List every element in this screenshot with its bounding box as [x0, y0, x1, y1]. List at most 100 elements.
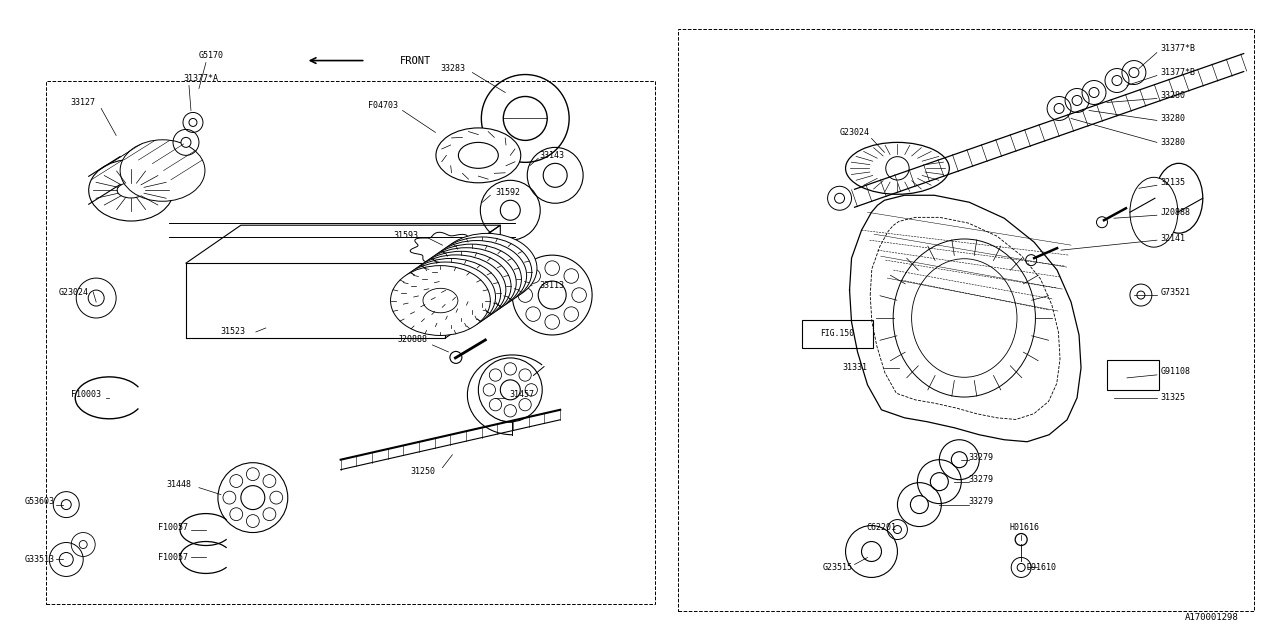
Circle shape: [526, 269, 540, 284]
Circle shape: [545, 261, 559, 275]
Circle shape: [247, 515, 260, 527]
Ellipse shape: [439, 278, 474, 302]
Text: G23515: G23515: [823, 563, 852, 572]
Circle shape: [518, 369, 531, 381]
Ellipse shape: [438, 234, 538, 303]
Text: 31325: 31325: [1161, 394, 1185, 403]
Text: 33127: 33127: [70, 98, 96, 107]
Text: 31377*A: 31377*A: [183, 74, 219, 83]
Circle shape: [262, 508, 276, 520]
Text: 33280: 33280: [1161, 114, 1185, 123]
Text: 33280: 33280: [1161, 138, 1185, 147]
Text: 33279: 33279: [969, 453, 993, 462]
Text: 33143: 33143: [540, 151, 564, 160]
Circle shape: [951, 452, 968, 468]
Ellipse shape: [434, 281, 468, 306]
Ellipse shape: [465, 260, 499, 284]
Text: 32135: 32135: [1161, 178, 1185, 187]
Text: 31377*B: 31377*B: [1161, 68, 1196, 77]
Circle shape: [525, 384, 538, 396]
Text: F10057: F10057: [157, 523, 188, 532]
Text: G5170: G5170: [198, 51, 224, 60]
Circle shape: [479, 358, 543, 422]
Circle shape: [543, 163, 567, 188]
Text: 31377*B: 31377*B: [1161, 44, 1196, 53]
Ellipse shape: [396, 262, 495, 332]
Circle shape: [545, 315, 559, 329]
Text: 31593: 31593: [393, 230, 419, 240]
Ellipse shape: [458, 142, 498, 168]
Circle shape: [483, 384, 495, 396]
Ellipse shape: [449, 271, 484, 295]
Ellipse shape: [1130, 177, 1178, 247]
Text: G91108: G91108: [1161, 367, 1190, 376]
Circle shape: [489, 399, 502, 411]
Text: FRONT: FRONT: [399, 56, 431, 65]
Circle shape: [512, 255, 593, 335]
Circle shape: [504, 404, 516, 417]
Text: G23024: G23024: [58, 287, 88, 296]
Text: F04703: F04703: [367, 101, 398, 110]
Ellipse shape: [416, 248, 516, 317]
Circle shape: [61, 500, 72, 509]
Circle shape: [1055, 104, 1064, 113]
Circle shape: [180, 138, 191, 147]
Circle shape: [503, 97, 548, 140]
Circle shape: [518, 399, 531, 411]
Text: D91610: D91610: [1027, 563, 1056, 572]
Ellipse shape: [118, 182, 145, 198]
Ellipse shape: [436, 128, 521, 183]
Circle shape: [564, 269, 579, 284]
Circle shape: [931, 473, 948, 491]
Circle shape: [218, 463, 288, 532]
Ellipse shape: [88, 159, 174, 221]
Text: 33279: 33279: [969, 475, 993, 484]
Text: 31523: 31523: [220, 328, 246, 337]
Text: 31592: 31592: [495, 188, 521, 196]
Ellipse shape: [120, 140, 205, 201]
Ellipse shape: [460, 263, 494, 288]
Ellipse shape: [401, 259, 500, 328]
Circle shape: [564, 307, 579, 321]
Ellipse shape: [846, 142, 950, 195]
Circle shape: [893, 525, 901, 534]
Text: 31457: 31457: [509, 390, 535, 399]
Circle shape: [88, 290, 104, 306]
Circle shape: [1089, 88, 1100, 97]
Ellipse shape: [433, 237, 531, 307]
Circle shape: [861, 541, 882, 561]
Text: F10057: F10057: [157, 553, 188, 562]
Circle shape: [1129, 68, 1139, 77]
Circle shape: [1112, 76, 1123, 86]
Circle shape: [910, 495, 928, 513]
Text: J20888: J20888: [1161, 208, 1190, 217]
Circle shape: [504, 363, 516, 375]
Circle shape: [1137, 291, 1144, 299]
Circle shape: [270, 491, 283, 504]
Ellipse shape: [886, 157, 909, 180]
Text: 33283: 33283: [440, 64, 465, 73]
Bar: [801, 320, 873, 348]
Text: J20888: J20888: [398, 335, 428, 344]
Circle shape: [59, 552, 73, 566]
Ellipse shape: [1155, 163, 1203, 233]
Text: FIG.150: FIG.150: [820, 330, 855, 339]
Circle shape: [79, 541, 87, 548]
Ellipse shape: [444, 274, 479, 298]
Ellipse shape: [390, 266, 490, 335]
Ellipse shape: [411, 252, 511, 321]
Ellipse shape: [421, 244, 521, 314]
Circle shape: [230, 508, 243, 520]
Circle shape: [526, 307, 540, 321]
Circle shape: [500, 200, 520, 220]
Text: 31448: 31448: [166, 480, 192, 489]
Circle shape: [189, 118, 197, 127]
Text: C62201: C62201: [867, 523, 896, 532]
Text: G33513: G33513: [24, 555, 54, 564]
Text: 33279: 33279: [969, 497, 993, 506]
Circle shape: [230, 475, 243, 488]
Ellipse shape: [470, 256, 504, 280]
Text: G53603: G53603: [24, 497, 54, 506]
Circle shape: [223, 491, 236, 504]
Circle shape: [518, 288, 532, 302]
